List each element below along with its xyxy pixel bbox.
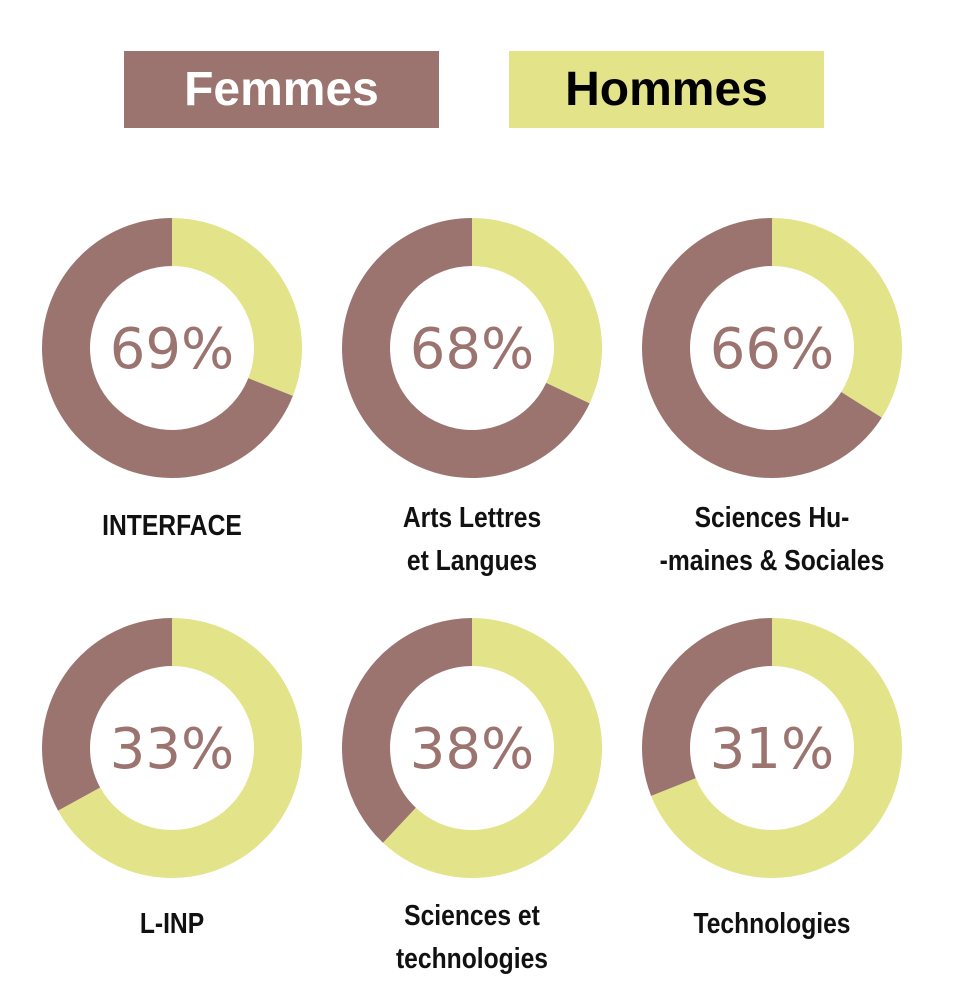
donut-segment — [641, 618, 772, 796]
donut-segment — [642, 218, 882, 478]
center-label: 69% — [110, 317, 234, 382]
donut-segment — [772, 218, 902, 418]
donut-segment — [42, 217, 293, 478]
donut-segment — [651, 618, 902, 878]
category-label: Sciences et technologies — [395, 900, 549, 975]
donut-segment — [342, 218, 590, 478]
category-label: INTERFACE — [102, 510, 242, 542]
legend-entry: Femmes — [124, 51, 439, 128]
donut-segment — [342, 618, 472, 843]
center-label: 33% — [110, 717, 234, 782]
center-label: 66% — [710, 317, 834, 382]
category-label: L-INP — [139, 908, 205, 940]
donut-segment — [472, 218, 602, 404]
category-label: Sciences Hu- -maines & Sociales — [659, 502, 885, 577]
center-label: 68% — [410, 317, 534, 382]
category-label: Technologies — [693, 908, 851, 940]
center-label: 31% — [710, 717, 834, 782]
donut-segment — [383, 618, 603, 878]
category-label: Arts Lettres et Langues — [402, 502, 542, 577]
donut-segment — [172, 218, 302, 396]
center-label: 38% — [410, 717, 534, 782]
donut-segment — [41, 618, 173, 811]
legend-entry: Hommes — [509, 51, 824, 128]
donut-segment — [58, 618, 302, 878]
